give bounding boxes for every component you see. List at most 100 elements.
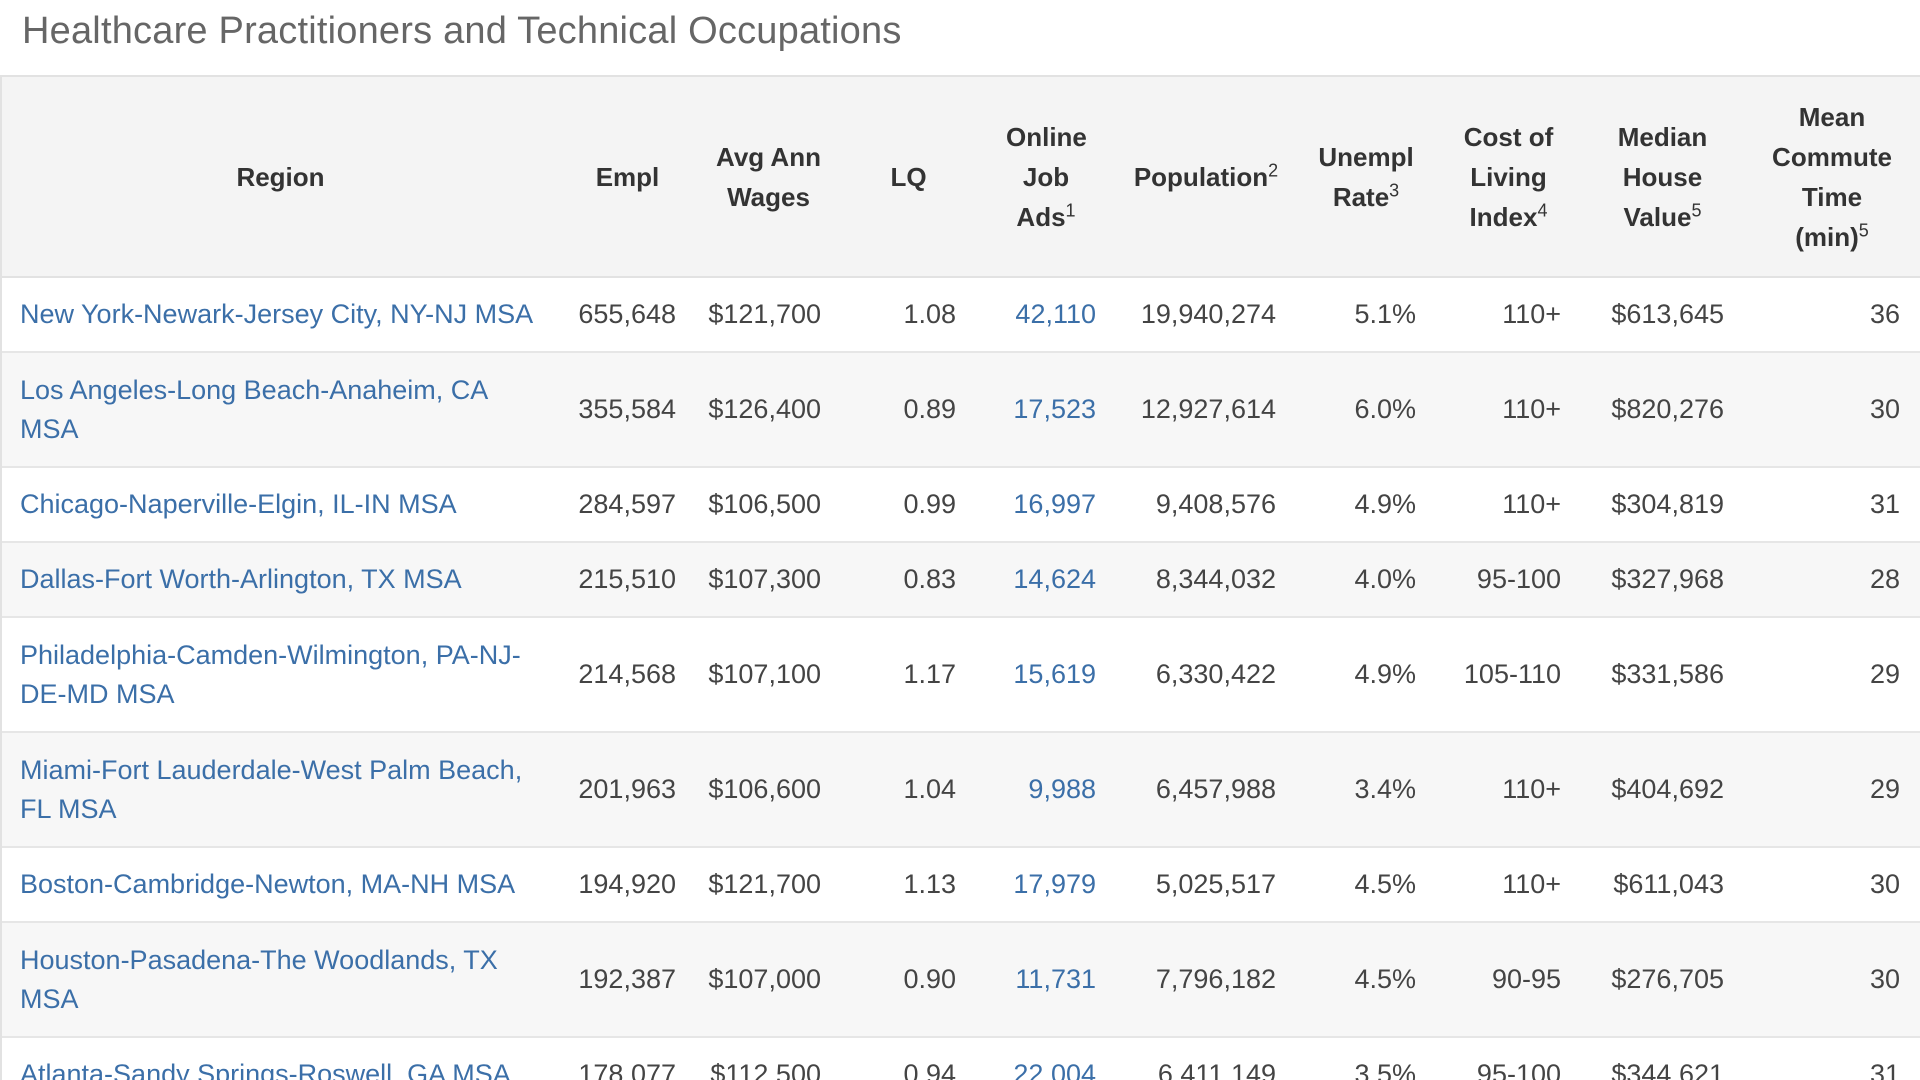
table-row: Boston-Cambridge-Newton, MA-NH MSA 194,9… (2, 847, 1920, 923)
header-cost-of-living[interactable]: Cost of Living Index4 (1436, 77, 1581, 278)
job-ads-link[interactable]: 14,624 (976, 542, 1116, 618)
cell-cost: 90-95 (1436, 922, 1581, 1038)
page-title: Healthcare Practitioners and Technical O… (22, 10, 902, 52)
table-row: Atlanta-Sandy Springs-Roswell, GA MSA 17… (2, 1037, 1920, 1080)
region-link[interactable]: Atlanta-Sandy Springs-Roswell, GA MSA (2, 1037, 559, 1080)
cell-cost: 110+ (1436, 847, 1581, 923)
cell-wages: $126,400 (696, 352, 841, 468)
cell-lq: 0.99 (841, 467, 976, 543)
cell-unempl: 5.1% (1296, 277, 1436, 353)
cell-lq: 1.13 (841, 847, 976, 923)
cell-empl: 192,387 (559, 922, 696, 1038)
footnote-marker: 3 (1389, 179, 1400, 200)
cell-wages: $121,700 (696, 847, 841, 923)
table-row: New York-Newark-Jersey City, NY-NJ MSA 6… (2, 277, 1920, 353)
job-ads-link[interactable]: 42,110 (976, 277, 1116, 353)
job-ads-link[interactable]: 22,004 (976, 1037, 1116, 1080)
cell-unempl: 4.5% (1296, 922, 1436, 1038)
cell-population: 6,330,422 (1116, 617, 1296, 733)
cell-commute: 30 (1744, 847, 1920, 923)
cell-cost: 95-100 (1436, 1037, 1581, 1080)
job-ads-link[interactable]: 11,731 (976, 922, 1116, 1038)
footnote-marker: 4 (1537, 199, 1548, 220)
header-empl[interactable]: Empl (559, 77, 696, 278)
header-online-job-ads[interactable]: Online Job Ads1 (976, 77, 1116, 278)
region-link[interactable]: Chicago-Naperville-Elgin, IL-IN MSA (2, 467, 559, 543)
cell-unempl: 6.0% (1296, 352, 1436, 468)
cell-wages: $106,600 (696, 732, 841, 848)
cell-lq: 0.89 (841, 352, 976, 468)
cell-population: 12,927,614 (1116, 352, 1296, 468)
header-lq[interactable]: LQ (841, 77, 976, 278)
cell-house: $304,819 (1581, 467, 1744, 543)
cell-empl: 215,510 (559, 542, 696, 618)
region-link[interactable]: Miami-Fort Lauderdale-West Palm Beach, F… (2, 732, 559, 848)
cell-wages: $112,500 (696, 1037, 841, 1080)
cell-empl: 214,568 (559, 617, 696, 733)
cell-commute: 30 (1744, 922, 1920, 1038)
cell-house: $611,043 (1581, 847, 1744, 923)
job-ads-link[interactable]: 16,997 (976, 467, 1116, 543)
cell-unempl: 4.0% (1296, 542, 1436, 618)
cell-house: $276,705 (1581, 922, 1744, 1038)
cell-cost: 110+ (1436, 277, 1581, 353)
footnote-marker: 2 (1268, 159, 1279, 180)
data-table-container[interactable]: Region Empl Avg Ann Wages LQ Online Job … (0, 75, 1920, 1080)
cell-empl: 284,597 (559, 467, 696, 543)
cell-unempl: 4.9% (1296, 467, 1436, 543)
cell-cost: 95-100 (1436, 542, 1581, 618)
cell-population: 6,457,988 (1116, 732, 1296, 848)
table-header: Region Empl Avg Ann Wages LQ Online Job … (2, 77, 1920, 278)
job-ads-link[interactable]: 15,619 (976, 617, 1116, 733)
cell-population: 5,025,517 (1116, 847, 1296, 923)
footnote-marker: 5 (1691, 199, 1702, 220)
region-link[interactable]: Los Angeles-Long Beach-Anaheim, CA MSA (2, 352, 559, 468)
table-row: Miami-Fort Lauderdale-West Palm Beach, F… (2, 732, 1920, 848)
table-body: New York-Newark-Jersey City, NY-NJ MSA 6… (2, 277, 1920, 1080)
header-population[interactable]: Population2 (1116, 77, 1296, 278)
cell-house: $331,586 (1581, 617, 1744, 733)
region-link[interactable]: Houston-Pasadena-The Woodlands, TX MSA (2, 922, 559, 1038)
cell-house: $613,645 (1581, 277, 1744, 353)
cell-empl: 194,920 (559, 847, 696, 923)
cell-population: 7,796,182 (1116, 922, 1296, 1038)
cell-commute: 31 (1744, 467, 1920, 543)
region-link[interactable]: Philadelphia-Camden-Wilmington, PA-NJ-DE… (2, 617, 559, 733)
cell-wages: $107,000 (696, 922, 841, 1038)
region-link[interactable]: Dallas-Fort Worth-Arlington, TX MSA (2, 542, 559, 618)
cell-commute: 31 (1744, 1037, 1920, 1080)
header-median-house-value[interactable]: Median House Value5 (1581, 77, 1744, 278)
table-row: Chicago-Naperville-Elgin, IL-IN MSA 284,… (2, 467, 1920, 543)
cell-empl: 178,077 (559, 1037, 696, 1080)
cell-lq: 0.83 (841, 542, 976, 618)
header-mean-commute-time[interactable]: Mean Commute Time (min)5 (1744, 77, 1920, 278)
footnote-marker: 5 (1858, 219, 1869, 240)
cell-unempl: 3.5% (1296, 1037, 1436, 1080)
cell-commute: 29 (1744, 617, 1920, 733)
job-ads-link[interactable]: 17,523 (976, 352, 1116, 468)
cell-lq: 1.04 (841, 732, 976, 848)
cell-house: $327,968 (1581, 542, 1744, 618)
cell-commute: 30 (1744, 352, 1920, 468)
header-wages[interactable]: Avg Ann Wages (696, 77, 841, 278)
cell-commute: 29 (1744, 732, 1920, 848)
job-ads-link[interactable]: 9,988 (976, 732, 1116, 848)
cell-lq: 1.17 (841, 617, 976, 733)
cell-empl: 355,584 (559, 352, 696, 468)
cell-house: $344,621 (1581, 1037, 1744, 1080)
region-link[interactable]: Boston-Cambridge-Newton, MA-NH MSA (2, 847, 559, 923)
cell-population: 19,940,274 (1116, 277, 1296, 353)
cell-lq: 1.08 (841, 277, 976, 353)
cell-wages: $107,300 (696, 542, 841, 618)
cell-wages: $121,700 (696, 277, 841, 353)
cell-empl: 201,963 (559, 732, 696, 848)
header-region[interactable]: Region (2, 77, 559, 278)
cell-lq: 0.90 (841, 922, 976, 1038)
region-link[interactable]: New York-Newark-Jersey City, NY-NJ MSA (2, 277, 559, 353)
job-ads-link[interactable]: 17,979 (976, 847, 1116, 923)
header-unempl-rate[interactable]: Unempl Rate3 (1296, 77, 1436, 278)
cell-house: $820,276 (1581, 352, 1744, 468)
cell-cost: 110+ (1436, 352, 1581, 468)
cell-unempl: 4.9% (1296, 617, 1436, 733)
